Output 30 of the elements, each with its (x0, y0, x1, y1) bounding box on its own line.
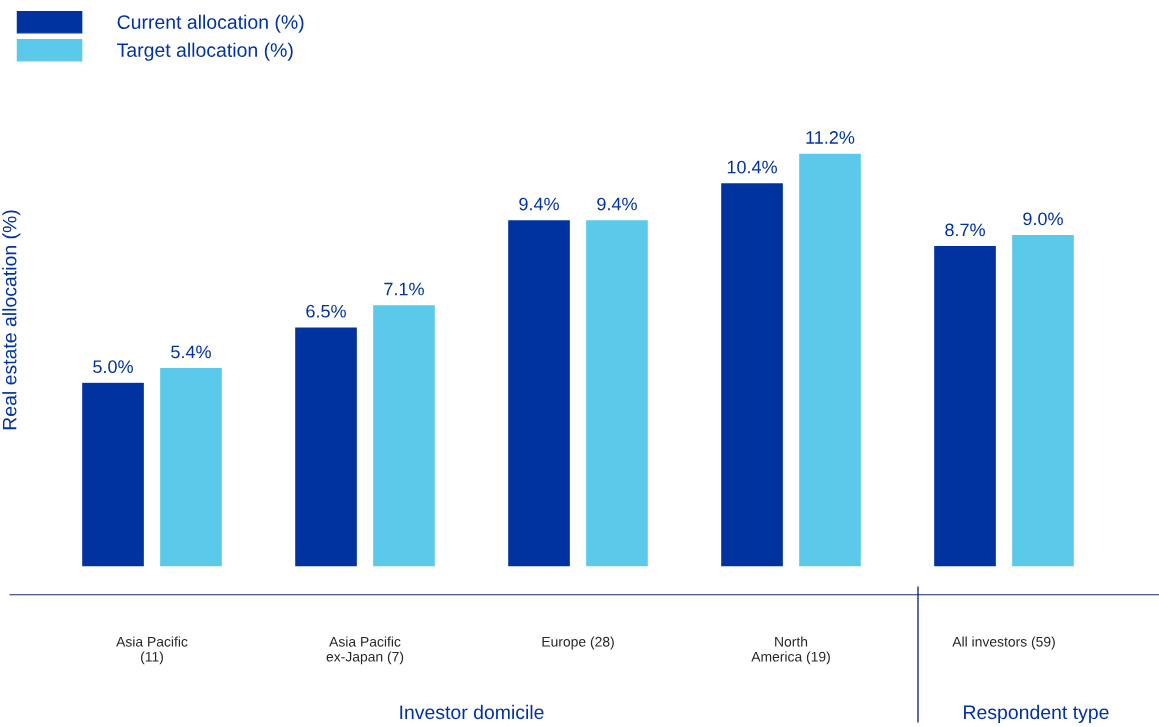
data-label: 5.0% (93, 360, 133, 374)
text: Investor domicile (400, 704, 544, 720)
bar (158, 366, 224, 567)
data-label: 10.4% (727, 160, 777, 174)
legend-label: Target allocation (%) (117, 42, 293, 61)
bar (506, 218, 572, 567)
x-tick-label: North America (19) (751, 636, 830, 665)
data-label: 5.4% (171, 345, 211, 359)
data-label: 11.2% (806, 131, 855, 144)
data-label: 9.0% (1023, 212, 1063, 226)
bar (719, 181, 785, 567)
text: Respondent type (964, 704, 1109, 723)
x-tick-label: All investors (59) (952, 636, 1055, 650)
bar (797, 152, 863, 567)
bar (1010, 233, 1076, 567)
data-label: 8.7% (945, 223, 985, 237)
legend-label: Current allocation (%) (117, 14, 304, 33)
y-axis-title: Real estate allocation (%) (2, 210, 21, 430)
data-label: 9.4% (519, 197, 559, 211)
data-label: 7.1% (384, 282, 424, 296)
x-tick-label: Europe (28) (542, 636, 614, 650)
bar (293, 326, 359, 567)
x-tick-label: Asia Pacific ex-Japan (7) (326, 636, 404, 665)
bar (932, 244, 998, 567)
x-tick-label: Asia Pacific (11) (116, 636, 188, 665)
data-label: 9.4% (597, 197, 637, 211)
bar (80, 381, 146, 567)
bar (371, 303, 437, 567)
data-label: 6.5% (306, 304, 346, 318)
bar (584, 218, 650, 567)
